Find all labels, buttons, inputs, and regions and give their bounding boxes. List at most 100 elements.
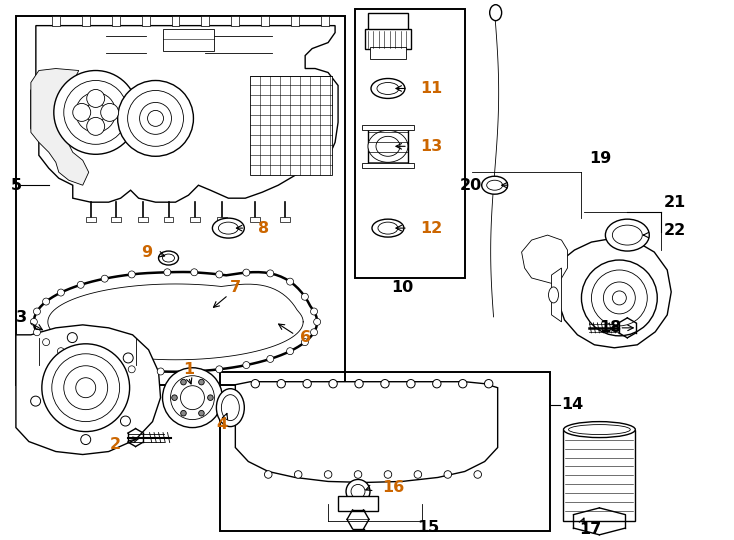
Polygon shape [31,69,89,185]
Polygon shape [551,268,562,322]
Ellipse shape [612,291,626,305]
Ellipse shape [42,344,130,431]
Text: 3: 3 [16,310,27,326]
Ellipse shape [159,251,178,265]
Text: 19: 19 [589,151,611,166]
Bar [280,217,290,222]
Ellipse shape [372,219,404,237]
Text: 12: 12 [420,221,442,235]
Ellipse shape [101,104,119,122]
Bar [164,217,173,222]
Ellipse shape [603,282,636,314]
Text: 15: 15 [417,520,439,535]
Ellipse shape [216,271,222,278]
Text: 18: 18 [599,320,622,335]
Ellipse shape [351,484,365,498]
Ellipse shape [266,355,274,362]
Text: 4: 4 [217,417,228,432]
Bar [220,372,550,531]
Ellipse shape [181,410,186,416]
Ellipse shape [54,71,137,154]
Ellipse shape [324,471,332,478]
Ellipse shape [484,380,493,388]
Ellipse shape [81,435,91,444]
Bar [217,217,228,222]
Ellipse shape [157,368,164,375]
Text: 7: 7 [230,280,241,295]
Ellipse shape [123,353,133,363]
Bar [81,16,90,25]
Bar [362,163,414,168]
Bar [321,16,329,25]
Ellipse shape [548,287,559,303]
Ellipse shape [199,410,204,416]
Ellipse shape [355,380,363,388]
Polygon shape [236,382,498,482]
Text: 1: 1 [183,362,194,377]
Bar [201,16,209,25]
Ellipse shape [43,339,50,346]
Ellipse shape [564,422,636,437]
Ellipse shape [286,348,294,355]
Ellipse shape [162,254,175,262]
Bar [86,217,95,222]
Ellipse shape [172,395,178,401]
Bar [16,16,345,384]
Text: 17: 17 [579,522,602,537]
Ellipse shape [286,278,294,285]
Bar [250,76,332,176]
Ellipse shape [30,319,37,326]
Ellipse shape [162,368,222,428]
Ellipse shape [310,308,318,315]
Text: 11: 11 [420,81,442,96]
Bar [231,16,239,25]
Ellipse shape [191,269,197,276]
Text: 22: 22 [664,222,686,238]
Bar [137,217,148,222]
Ellipse shape [128,271,135,278]
Ellipse shape [378,222,398,234]
Polygon shape [31,25,338,202]
Ellipse shape [181,386,205,410]
Ellipse shape [212,218,244,238]
Bar [355,9,465,278]
Ellipse shape [329,380,338,388]
Polygon shape [558,238,671,348]
Ellipse shape [487,180,503,190]
Ellipse shape [243,269,250,276]
Ellipse shape [120,416,131,426]
Text: 20: 20 [459,178,482,193]
Ellipse shape [294,471,302,478]
Ellipse shape [243,362,250,368]
Text: 8: 8 [258,221,269,235]
Text: 21: 21 [664,195,686,210]
Ellipse shape [444,471,451,478]
Bar [162,29,214,51]
Ellipse shape [87,90,105,107]
Polygon shape [16,325,161,455]
Ellipse shape [76,377,95,397]
Bar [261,16,269,25]
Ellipse shape [371,78,405,98]
Ellipse shape [384,471,392,478]
Ellipse shape [264,471,272,478]
Ellipse shape [277,380,286,388]
Bar [142,16,150,25]
Ellipse shape [101,362,108,368]
Ellipse shape [64,366,108,410]
Ellipse shape [181,379,186,385]
Ellipse shape [34,329,40,336]
Bar [370,46,406,58]
Bar [368,127,408,165]
Bar [250,217,261,222]
Bar [52,16,59,25]
Ellipse shape [612,225,642,245]
Ellipse shape [346,480,370,503]
Ellipse shape [199,379,204,385]
Ellipse shape [43,298,50,305]
Ellipse shape [219,222,239,234]
Ellipse shape [52,354,120,422]
Ellipse shape [68,333,77,342]
Ellipse shape [581,260,657,336]
Ellipse shape [310,329,318,336]
